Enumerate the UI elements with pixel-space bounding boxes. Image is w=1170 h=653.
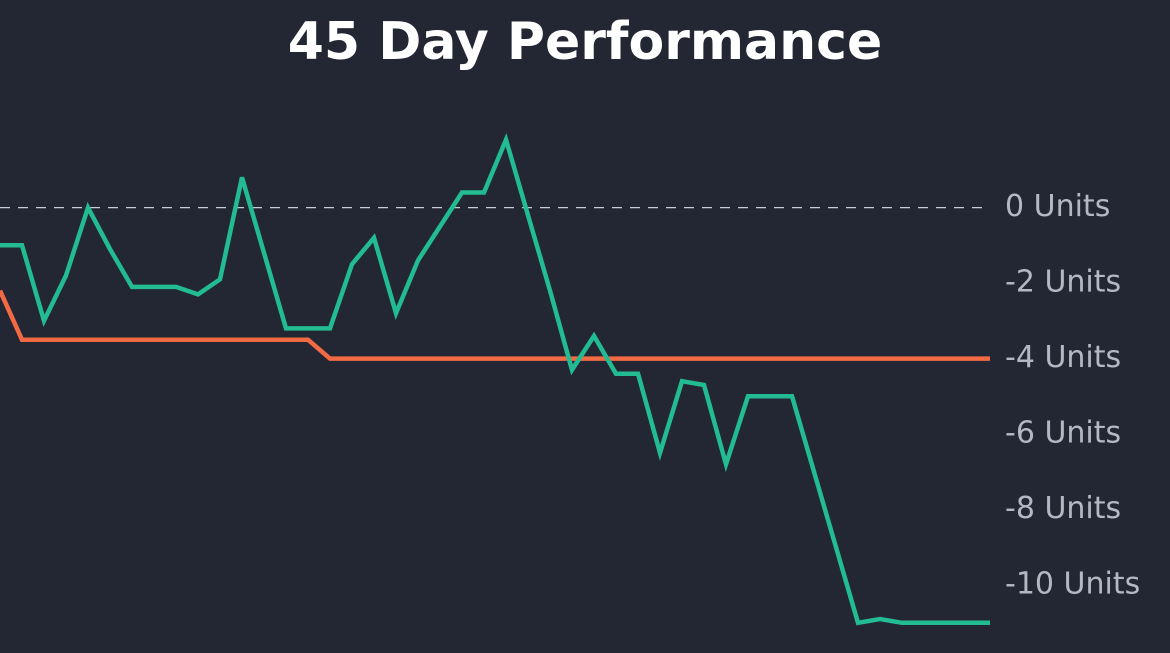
series-line <box>0 289 990 361</box>
y-tick-label: 0 Units <box>1005 189 1110 224</box>
y-tick-label: -10 Units <box>1005 567 1140 602</box>
y-tick-label: -2 Units <box>1005 265 1121 300</box>
y-tick-label: -4 Units <box>1005 340 1121 375</box>
series-line <box>0 132 990 626</box>
y-tick-label: -8 Units <box>1005 491 1121 526</box>
chart-title: 45 Day Performance <box>288 12 883 72</box>
y-tick-label: -6 Units <box>1005 416 1121 451</box>
